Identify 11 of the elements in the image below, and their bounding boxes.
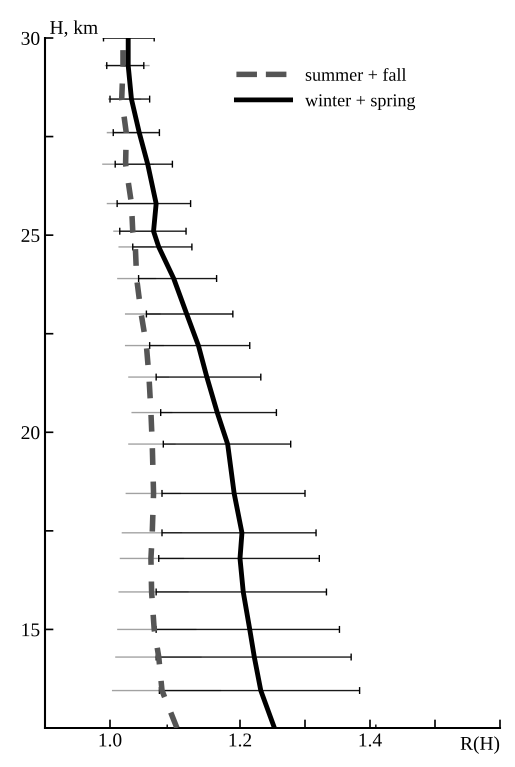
y-tick-label: 15 (22, 623, 40, 636)
y-tick-label: 20 (22, 426, 40, 440)
legend-label: winter + spring (305, 94, 416, 110)
x-tick-label: 1.4 (360, 734, 382, 747)
y-tick-label: 25 (22, 229, 40, 242)
x-axis-title: R(H) (460, 736, 500, 754)
legend-label: summer + fall (306, 68, 406, 81)
y-axis-title: H, km (50, 20, 98, 37)
x-tick-label: 1.0 (100, 733, 122, 747)
y-tick-label: 30 (22, 32, 40, 45)
x-tick-label: 1.2 (230, 733, 252, 747)
